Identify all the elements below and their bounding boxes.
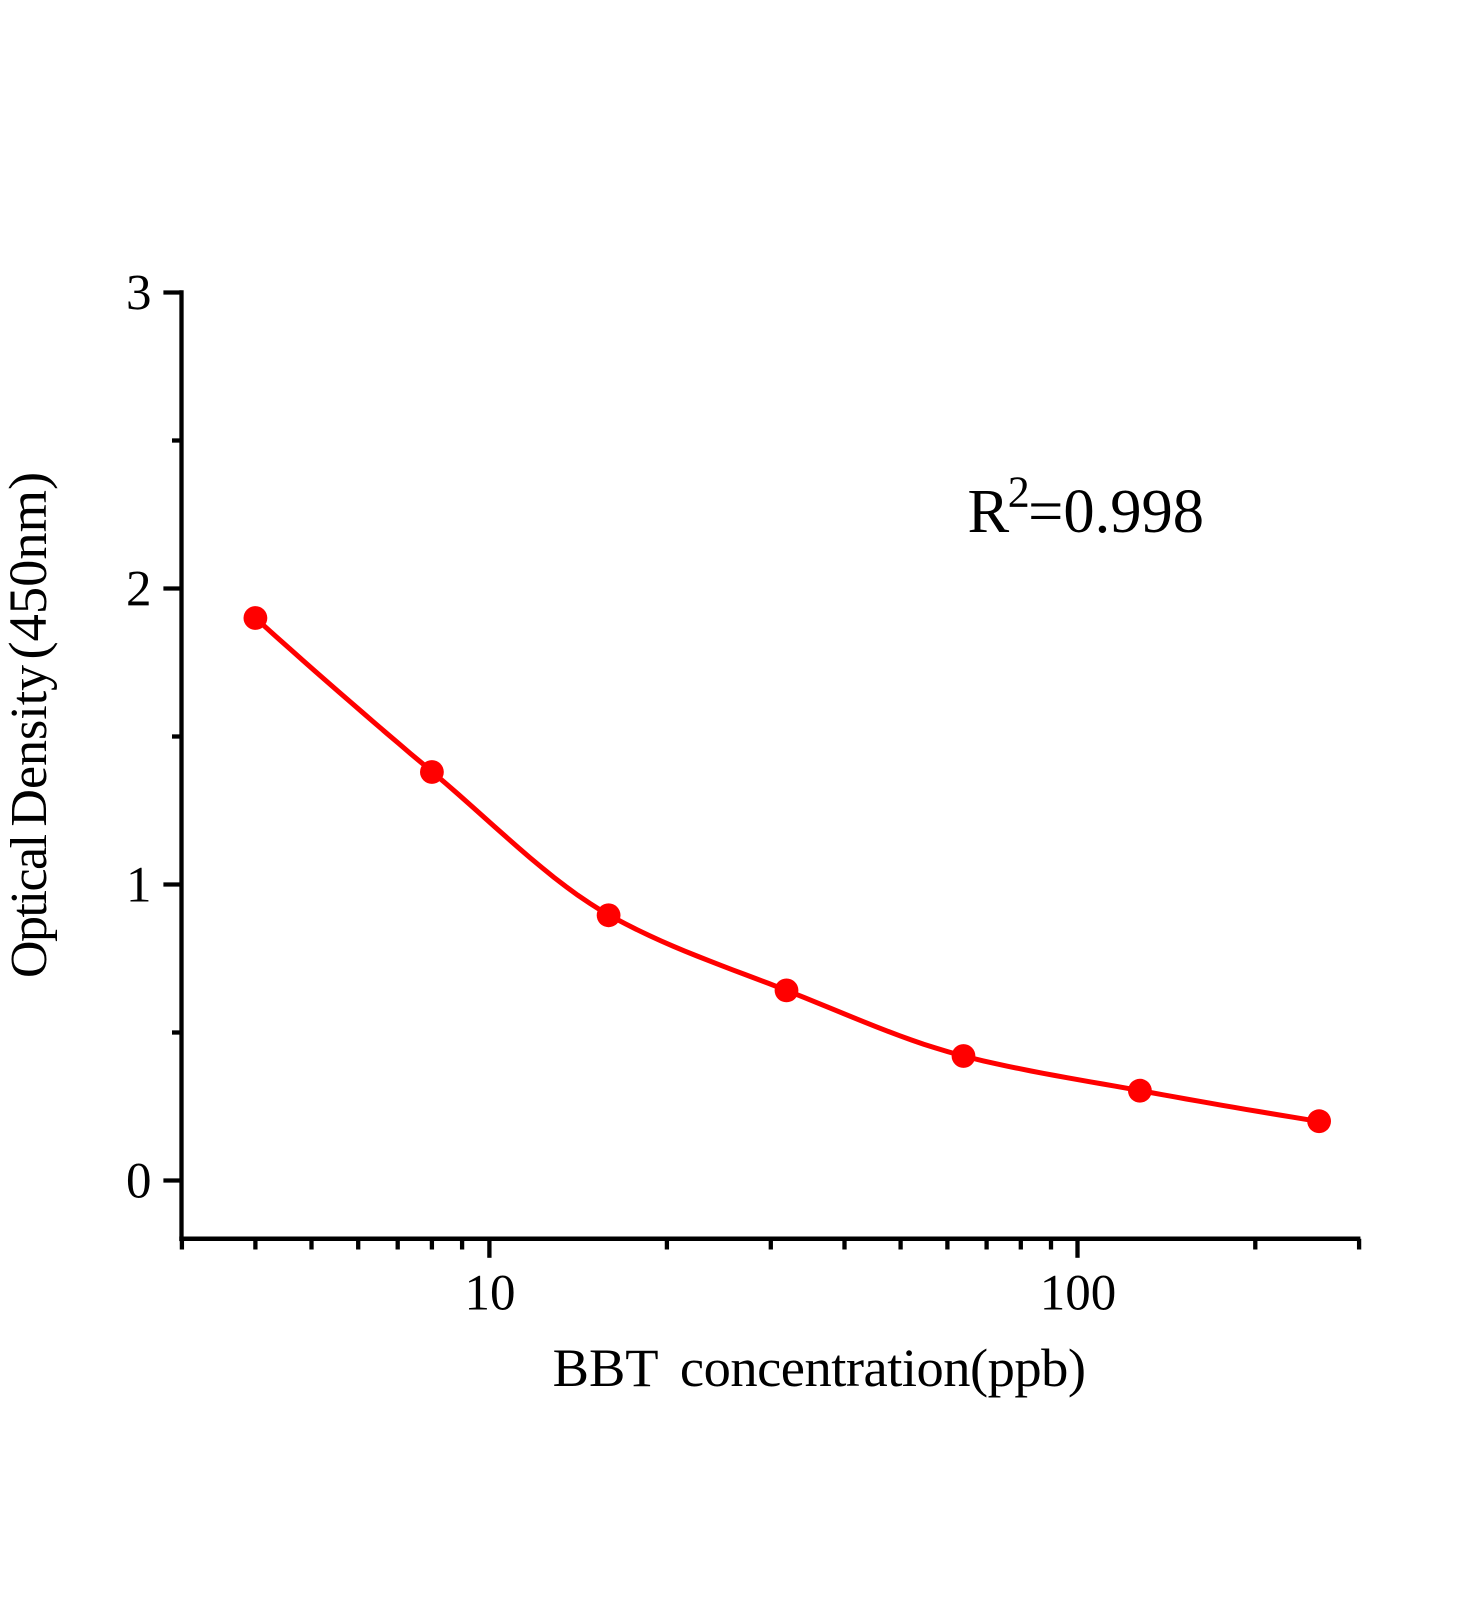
svg-text:(450nm): (450nm) — [0, 472, 58, 660]
svg-text:Optical: Optical — [1, 834, 58, 978]
svg-text:0: 0 — [126, 1153, 152, 1209]
svg-text:10: 10 — [465, 1266, 516, 1322]
svg-text:1: 1 — [126, 857, 152, 913]
svg-text:2: 2 — [126, 561, 152, 617]
svg-text:3: 3 — [126, 265, 152, 321]
svg-text:concentration(ppb): concentration(ppb) — [680, 1337, 1086, 1398]
svg-text:BBT: BBT — [553, 1337, 659, 1398]
svg-text:Density: Density — [1, 665, 58, 827]
svg-text:100: 100 — [1040, 1266, 1117, 1322]
svg-text:R2=0.998: R2=0.998 — [968, 468, 1204, 546]
